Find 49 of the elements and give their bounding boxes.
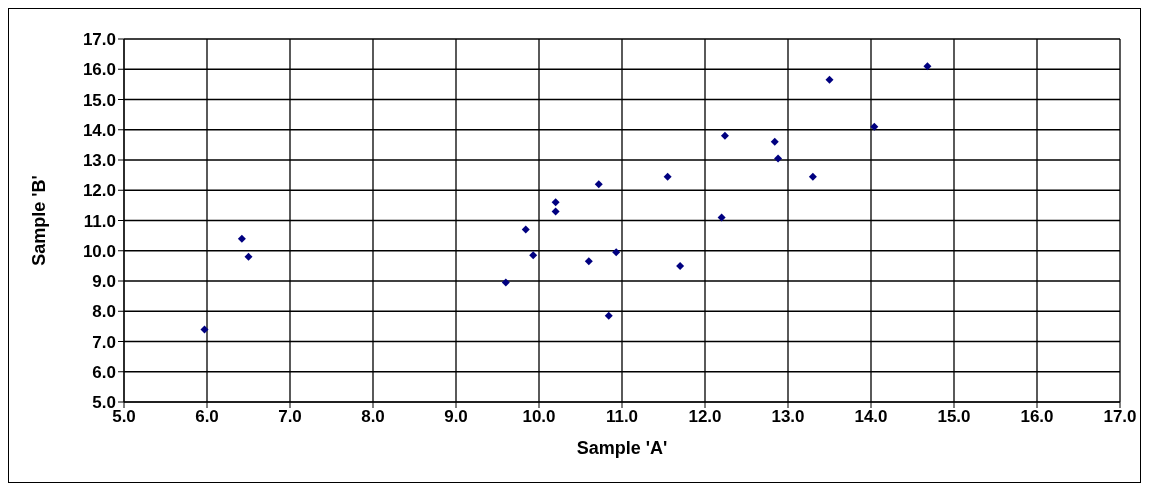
y-tick-label: 15.0 [82,90,116,110]
point [676,261,685,270]
x-tick-label: 13.0 [771,407,805,427]
point [808,172,817,181]
x-tick-label: 11.0 [605,407,639,427]
y-tick-label: 10.0 [82,241,116,261]
point [825,75,834,84]
y-tick-label: 13.0 [82,151,116,171]
point [663,172,672,181]
x-tick-label: 8.0 [361,407,385,427]
x-tick-label: 14.0 [854,407,888,427]
x-tick-label: 9.0 [444,407,468,427]
point [244,252,253,261]
point [551,198,560,207]
y-tick-label: 14.0 [82,120,116,140]
y-tick-label: 7.0 [92,332,116,352]
y-tick-label: 12.0 [82,181,116,201]
point [237,234,246,243]
point [594,180,603,189]
point [521,225,530,234]
y-tick-label: 9.0 [92,272,116,292]
x-tick-label: 5.0 [112,407,136,427]
x-tick-label: 7.0 [278,407,302,427]
y-tick-label: 6.0 [92,362,116,382]
point [870,122,879,131]
point [923,62,932,71]
point [612,248,621,257]
x-axis-title: Sample 'A' [576,438,668,458]
x-tick-label: 17.0 [1103,407,1137,427]
x-tick-label: 15.0 [937,407,971,427]
y-tick-label: 17.0 [82,30,116,50]
y-axis-title: Sample 'B' [29,175,50,266]
point [717,213,726,222]
y-tick-label: 8.0 [92,302,116,322]
point [720,131,729,140]
x-tick-label: 12.0 [688,407,722,427]
x-tick-label: 10.0 [522,407,556,427]
point [770,137,779,146]
x-tick-label: 16.0 [1020,407,1054,427]
point [529,251,538,260]
point [551,207,560,216]
point [584,257,593,266]
point [501,278,510,287]
point [604,311,613,320]
y-tick-label: 16.0 [82,60,116,80]
point [200,325,209,334]
point [774,154,783,163]
x-tick-label: 6.0 [195,407,219,427]
y-tick-label: 11.0 [83,211,116,231]
